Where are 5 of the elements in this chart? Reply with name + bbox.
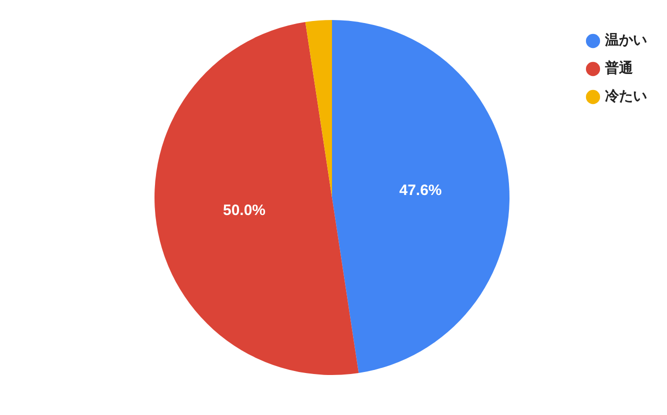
data-label: 47.6% xyxy=(399,182,442,199)
legend-label: 温かい xyxy=(604,32,647,49)
data-label: 50.0% xyxy=(222,202,266,219)
legend-label: 冷たい xyxy=(605,88,647,105)
legend-label: 普通 xyxy=(604,60,634,77)
